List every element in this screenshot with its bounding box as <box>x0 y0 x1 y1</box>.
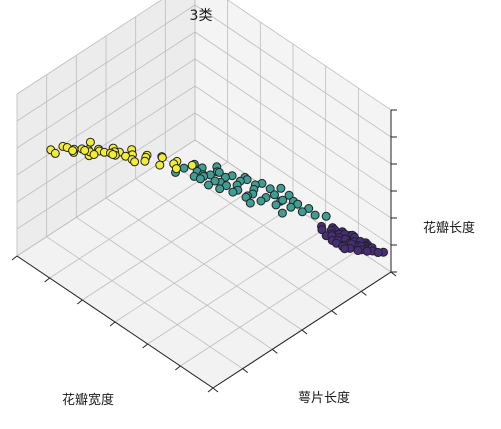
y-tick <box>272 348 278 354</box>
axes-grid <box>16 0 392 389</box>
chart-title: 3类 <box>190 8 213 24</box>
data-point <box>256 196 266 206</box>
data-point <box>130 157 140 167</box>
data-points <box>46 137 388 257</box>
x-tick <box>77 299 83 305</box>
data-point <box>187 160 197 170</box>
data-point <box>85 137 95 147</box>
data-point <box>310 210 320 220</box>
x-tick <box>207 387 214 393</box>
data-point <box>89 150 99 159</box>
data-point <box>140 156 150 166</box>
data-point <box>80 146 90 155</box>
data-point <box>265 184 275 194</box>
data-point <box>68 146 78 156</box>
z-axis-label: 花瓣长度 <box>423 220 475 236</box>
data-point <box>214 167 224 177</box>
x-tick <box>175 365 181 371</box>
left-wall-grid-line <box>16 0 162 95</box>
data-point <box>171 164 181 174</box>
data-point <box>270 190 279 200</box>
data-point <box>155 160 165 170</box>
x-tick <box>142 343 148 349</box>
x-tick <box>44 277 50 283</box>
y-tick <box>361 290 367 296</box>
data-point <box>321 211 331 221</box>
data-point <box>241 192 251 202</box>
data-point <box>195 174 205 184</box>
y-axis-label: 萼片长度 <box>298 390 350 406</box>
y-tick <box>242 368 248 374</box>
axes-panes <box>17 0 391 388</box>
data-point <box>179 163 189 173</box>
data-point <box>278 195 288 205</box>
data-point <box>50 148 60 158</box>
y-tick <box>212 387 219 393</box>
y-tick <box>301 329 308 335</box>
data-point <box>340 244 350 254</box>
data-point <box>353 246 363 255</box>
y-tick <box>331 310 337 316</box>
data-point <box>362 246 372 256</box>
axes-ticks <box>11 109 397 393</box>
floor-grid-line <box>46 236 243 369</box>
x-tick <box>11 255 18 261</box>
data-point <box>210 176 220 186</box>
data-point <box>228 187 238 197</box>
x-tick <box>109 321 116 327</box>
data-point <box>317 225 327 235</box>
right-wall-grid-line <box>194 4 392 138</box>
data-point <box>245 198 255 208</box>
data-point <box>108 150 118 159</box>
data-point <box>215 184 225 194</box>
data-point <box>286 202 296 212</box>
x-axis-label: 花瓣宽度 <box>62 392 114 408</box>
right-wall-grid-line <box>226 0 392 111</box>
data-point <box>277 208 287 218</box>
data-point <box>373 248 383 257</box>
data-point <box>204 180 213 190</box>
data-point <box>297 207 307 217</box>
data-point <box>271 200 281 210</box>
data-point <box>284 190 294 200</box>
data-point <box>157 153 167 163</box>
left-wall-grid-line <box>16 4 196 122</box>
y-tick <box>390 271 397 277</box>
data-point <box>276 183 286 193</box>
